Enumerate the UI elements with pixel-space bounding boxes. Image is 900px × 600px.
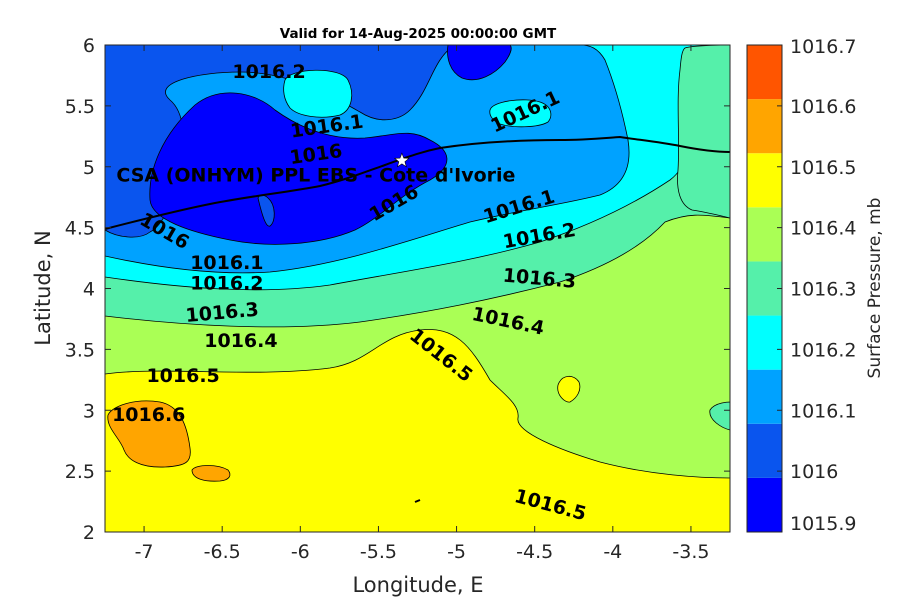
contour-label: 1016.5	[146, 365, 219, 387]
y-tick-label: 5.5	[65, 96, 95, 118]
x-tick-label: -7	[135, 541, 154, 563]
colorbar-label: Surface Pressure, mb	[865, 198, 885, 379]
y-tick-label: 4	[83, 279, 95, 301]
band-1015-9-core	[149, 92, 448, 245]
y-tick-label: 3.5	[65, 339, 95, 361]
x-tick-label: -3.5	[672, 541, 709, 563]
colorbar-swatch	[747, 261, 782, 316]
y-tick-label: 6	[83, 35, 95, 57]
band-1016	[105, 45, 461, 238]
contour-label: 1016.2	[190, 273, 263, 295]
colorbar-tick-label: 1016.7	[790, 36, 856, 58]
station-star-icon	[393, 152, 410, 168]
x-tick-label: -6.5	[204, 541, 241, 563]
contour-label: 1016.1	[190, 252, 263, 274]
band-1016-6	[107, 400, 191, 468]
contour-label: 1016.6	[112, 404, 185, 426]
colorbar-tick-label: 1016.1	[790, 400, 856, 422]
colorbar-swatch	[747, 477, 782, 532]
coastline-spur	[414, 499, 421, 503]
coastline	[105, 135, 730, 230]
colorbar-swatch	[747, 153, 782, 208]
colorbar-swatch	[747, 99, 782, 154]
band-1016-2-hilltop-east	[489, 99, 552, 128]
chart-title: Valid for 14-Aug-2025 00:00:00 GMT	[280, 26, 557, 42]
band-1016-3-pocket	[709, 401, 730, 431]
y-tick-label: 2.5	[65, 461, 95, 483]
y-axis-label: Latitude, N	[31, 230, 55, 346]
y-tick-label: 4.5	[65, 218, 95, 240]
colorbar-tick-label: 1016.6	[790, 96, 856, 118]
x-tick-label: -5	[447, 541, 466, 563]
band-1016-6-small	[191, 465, 231, 482]
x-tick-label: -6	[291, 541, 310, 563]
colorbar-tick-label: 1015.9	[790, 513, 856, 535]
colorbar-swatch	[747, 369, 782, 424]
colorbar-swatch	[747, 207, 782, 262]
x-tick-label: -4	[603, 541, 622, 563]
x-axis: -7 -6.5 -6 -5.5 -5 -4.5 -4 -3.5	[135, 45, 709, 563]
colorbar-tick-label: 1016.4	[790, 218, 856, 240]
y-tick-label: 5	[83, 157, 95, 179]
colorbar-swatch	[747, 45, 782, 100]
plot-area	[105, 45, 730, 532]
band-1016-3-east	[677, 45, 730, 219]
colorbar: 1015.9 1016 1016.1 1016.2 1016.3 1016.4 1016.5…	[746, 36, 856, 535]
station-label: CSA (ONHYM) PPL EBS - Cote d'Ivorie	[116, 164, 515, 186]
x-tick-label: -4.5	[516, 541, 553, 563]
station-layer: CSA (ONHYM) PPL EBS - Cote d'Ivorie	[116, 152, 515, 186]
y-axis: 2 2.5 3 3.5 4 4.5 5 5.5 6	[65, 35, 730, 544]
band-1016-2-hilltop	[283, 69, 353, 118]
colorbar-tick-label: 1016.3	[790, 279, 856, 301]
colorbar-swatch	[747, 423, 782, 478]
colorbar-swatch	[747, 315, 782, 370]
y-tick-label: 3	[83, 400, 95, 422]
y-tick-label: 2	[83, 522, 95, 544]
x-axis-label: Longitude, E	[352, 573, 483, 597]
colorbar-tick-label: 1016	[790, 461, 838, 483]
band-1015-9-north	[447, 45, 512, 81]
contour-label: 1016.4	[204, 330, 277, 352]
x-tick-label: -5.5	[360, 541, 397, 563]
colorbar-tick-label: 1016.5	[790, 157, 856, 179]
band-1016-5-islet	[557, 375, 581, 403]
contour-label: 1016.2	[232, 61, 305, 83]
colorbar-tick-label: 1016.2	[790, 339, 856, 361]
